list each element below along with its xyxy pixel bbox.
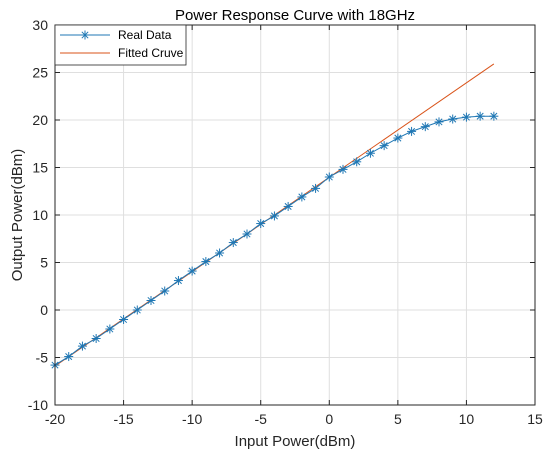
data-point-real-data bbox=[269, 211, 279, 221]
data-point-real-data bbox=[379, 141, 389, 151]
legend-label-real-data: Real Data bbox=[118, 28, 172, 42]
y-tick-label: 25 bbox=[32, 65, 48, 81]
data-point-real-data bbox=[352, 157, 362, 167]
x-tick-label: 0 bbox=[325, 411, 333, 427]
data-point-real-data bbox=[475, 111, 485, 121]
data-point-real-data bbox=[393, 133, 403, 143]
marker-stroke bbox=[202, 258, 210, 266]
marker-stroke bbox=[65, 353, 73, 361]
marker-stroke bbox=[353, 158, 361, 166]
data-point-real-data bbox=[256, 219, 266, 229]
marker-stroke bbox=[421, 123, 429, 131]
tick-layer: -20 -15 -10 -5 0 5 10 15 -10 -5 0 5 10 15 20 25 30 bbox=[28, 17, 543, 427]
marker-stroke bbox=[257, 220, 265, 228]
data-point-real-data bbox=[434, 117, 444, 127]
y-tick-label: 20 bbox=[32, 112, 48, 128]
data-point-real-data bbox=[338, 164, 348, 174]
series-layer bbox=[50, 63, 499, 370]
data-point-real-data bbox=[105, 324, 115, 334]
legend: Real Data Fitted Cruve bbox=[54, 24, 187, 66]
legend-marker-real-data bbox=[80, 30, 90, 40]
data-point-real-data bbox=[448, 114, 458, 124]
marker-stroke bbox=[133, 306, 141, 314]
marker-stroke bbox=[270, 212, 278, 220]
marker-stroke bbox=[339, 165, 347, 173]
data-point-real-data bbox=[283, 201, 293, 211]
data-point-real-data bbox=[420, 122, 430, 132]
data-point-real-data bbox=[77, 341, 87, 351]
x-tick-label: -20 bbox=[45, 411, 65, 427]
data-point-real-data bbox=[489, 111, 499, 121]
marker-stroke bbox=[325, 173, 333, 181]
marker-stroke bbox=[161, 287, 169, 295]
marker-stroke bbox=[229, 239, 237, 247]
marker-stroke bbox=[476, 112, 484, 120]
marker-stroke bbox=[408, 127, 416, 135]
y-tick-label: 10 bbox=[32, 207, 48, 223]
marker-stroke bbox=[462, 113, 470, 121]
data-point-real-data bbox=[91, 334, 101, 343]
marker-stroke bbox=[81, 31, 89, 39]
marker-stroke bbox=[312, 184, 320, 192]
marker-stroke bbox=[106, 325, 114, 333]
data-point-real-data bbox=[64, 352, 74, 362]
x-tick-label: 15 bbox=[527, 411, 543, 427]
data-point-real-data bbox=[173, 276, 183, 286]
data-point-real-data bbox=[365, 148, 375, 158]
marker-stroke bbox=[78, 342, 86, 350]
legend-box bbox=[54, 24, 187, 66]
data-point-real-data bbox=[215, 248, 225, 258]
marker-stroke bbox=[147, 296, 155, 305]
marker-stroke bbox=[120, 315, 128, 324]
y-tick-label: 5 bbox=[40, 255, 48, 271]
data-point-real-data bbox=[228, 238, 238, 248]
data-point-real-data bbox=[324, 172, 334, 182]
data-point-real-data bbox=[160, 286, 170, 296]
x-tick-label: -15 bbox=[113, 411, 133, 427]
y-tick-label: 0 bbox=[40, 302, 48, 318]
marker-stroke bbox=[243, 230, 251, 238]
marker-stroke bbox=[366, 149, 374, 157]
x-tick-label: -5 bbox=[254, 411, 267, 427]
marker-stroke bbox=[394, 134, 402, 142]
marker-stroke bbox=[174, 277, 182, 285]
marker-stroke bbox=[216, 249, 224, 257]
data-point-real-data bbox=[407, 126, 417, 136]
data-point-real-data bbox=[146, 296, 156, 305]
data-point-real-data bbox=[297, 192, 307, 202]
data-point-real-data bbox=[242, 229, 252, 239]
marker-stroke bbox=[298, 193, 306, 201]
marker-stroke bbox=[490, 112, 498, 120]
x-axis-label: Input Power(dBm) bbox=[235, 433, 356, 450]
y-tick-label: 30 bbox=[32, 17, 48, 33]
x-tick-label: -10 bbox=[182, 411, 202, 427]
data-point-real-data bbox=[461, 112, 471, 122]
legend-asterisk-icon bbox=[80, 30, 90, 40]
data-point-real-data bbox=[119, 315, 129, 324]
marker-stroke bbox=[188, 267, 196, 275]
marker-stroke bbox=[449, 115, 457, 123]
data-point-real-data bbox=[201, 257, 211, 267]
y-axis-label: Output Power(dBm) bbox=[9, 149, 26, 282]
x-tick-label: 5 bbox=[394, 411, 402, 427]
marker-stroke bbox=[92, 334, 100, 343]
legend-label-fitted-curve: Fitted Cruve bbox=[118, 46, 184, 60]
chart-title: Power Response Curve with 18GHz bbox=[175, 7, 415, 24]
data-point-real-data bbox=[187, 266, 197, 276]
data-point-real-data bbox=[311, 183, 321, 193]
grid-layer bbox=[54, 24, 536, 406]
data-point-real-data bbox=[132, 305, 142, 315]
y-tick-label: -5 bbox=[36, 350, 49, 366]
y-tick-label: 15 bbox=[32, 160, 48, 176]
marker-stroke bbox=[435, 118, 443, 126]
y-tick-label: -10 bbox=[28, 397, 48, 413]
marker-stroke bbox=[380, 142, 388, 150]
marker-stroke bbox=[284, 202, 292, 210]
x-tick-label: 10 bbox=[459, 411, 475, 427]
